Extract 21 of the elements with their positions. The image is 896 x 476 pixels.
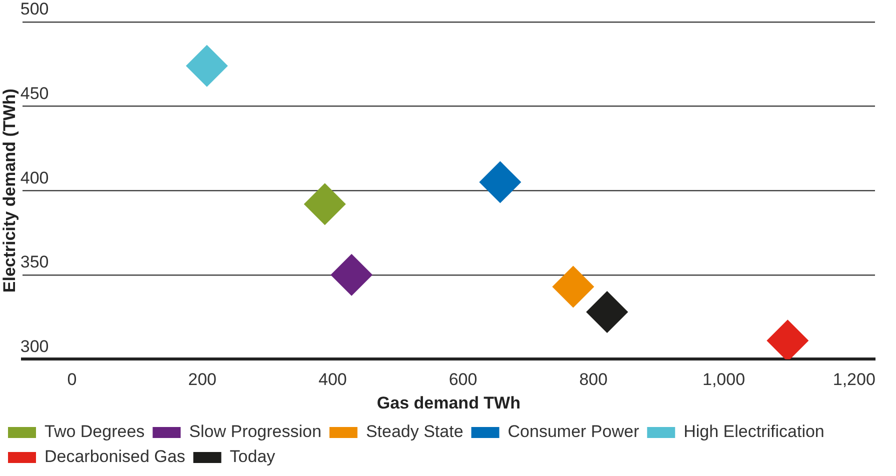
- legend-label: Today: [230, 447, 276, 466]
- y-tick-label: 450: [20, 84, 49, 103]
- legend-label: Decarbonised Gas: [44, 447, 186, 466]
- y-axis-title: Electricity demand (TWh): [0, 88, 19, 293]
- legend-label: High Electrification: [684, 422, 824, 442]
- y-tick-label: 350: [20, 252, 49, 272]
- x-tick-label: 1,000: [702, 370, 746, 390]
- x-axis-title: Gas demand TWh: [376, 393, 520, 412]
- x-tick-label: 200: [188, 370, 216, 390]
- legend-label: Slow Progression: [189, 422, 322, 442]
- x-tick-label: 800: [579, 370, 608, 390]
- x-tick-label: 400: [318, 370, 347, 390]
- legend-label: Two Degrees: [44, 422, 145, 442]
- x-tick-label: 0: [67, 370, 77, 390]
- legend-label: Steady State: [366, 422, 464, 442]
- legend-label: Consumer Power: [508, 422, 640, 442]
- y-tick-label: 300: [20, 336, 49, 356]
- y-tick-label: 500: [20, 0, 49, 19]
- x-tick-label: 1,200: [832, 370, 876, 390]
- x-tick-label: 600: [448, 370, 478, 390]
- y-tick-label: 400: [20, 168, 49, 188]
